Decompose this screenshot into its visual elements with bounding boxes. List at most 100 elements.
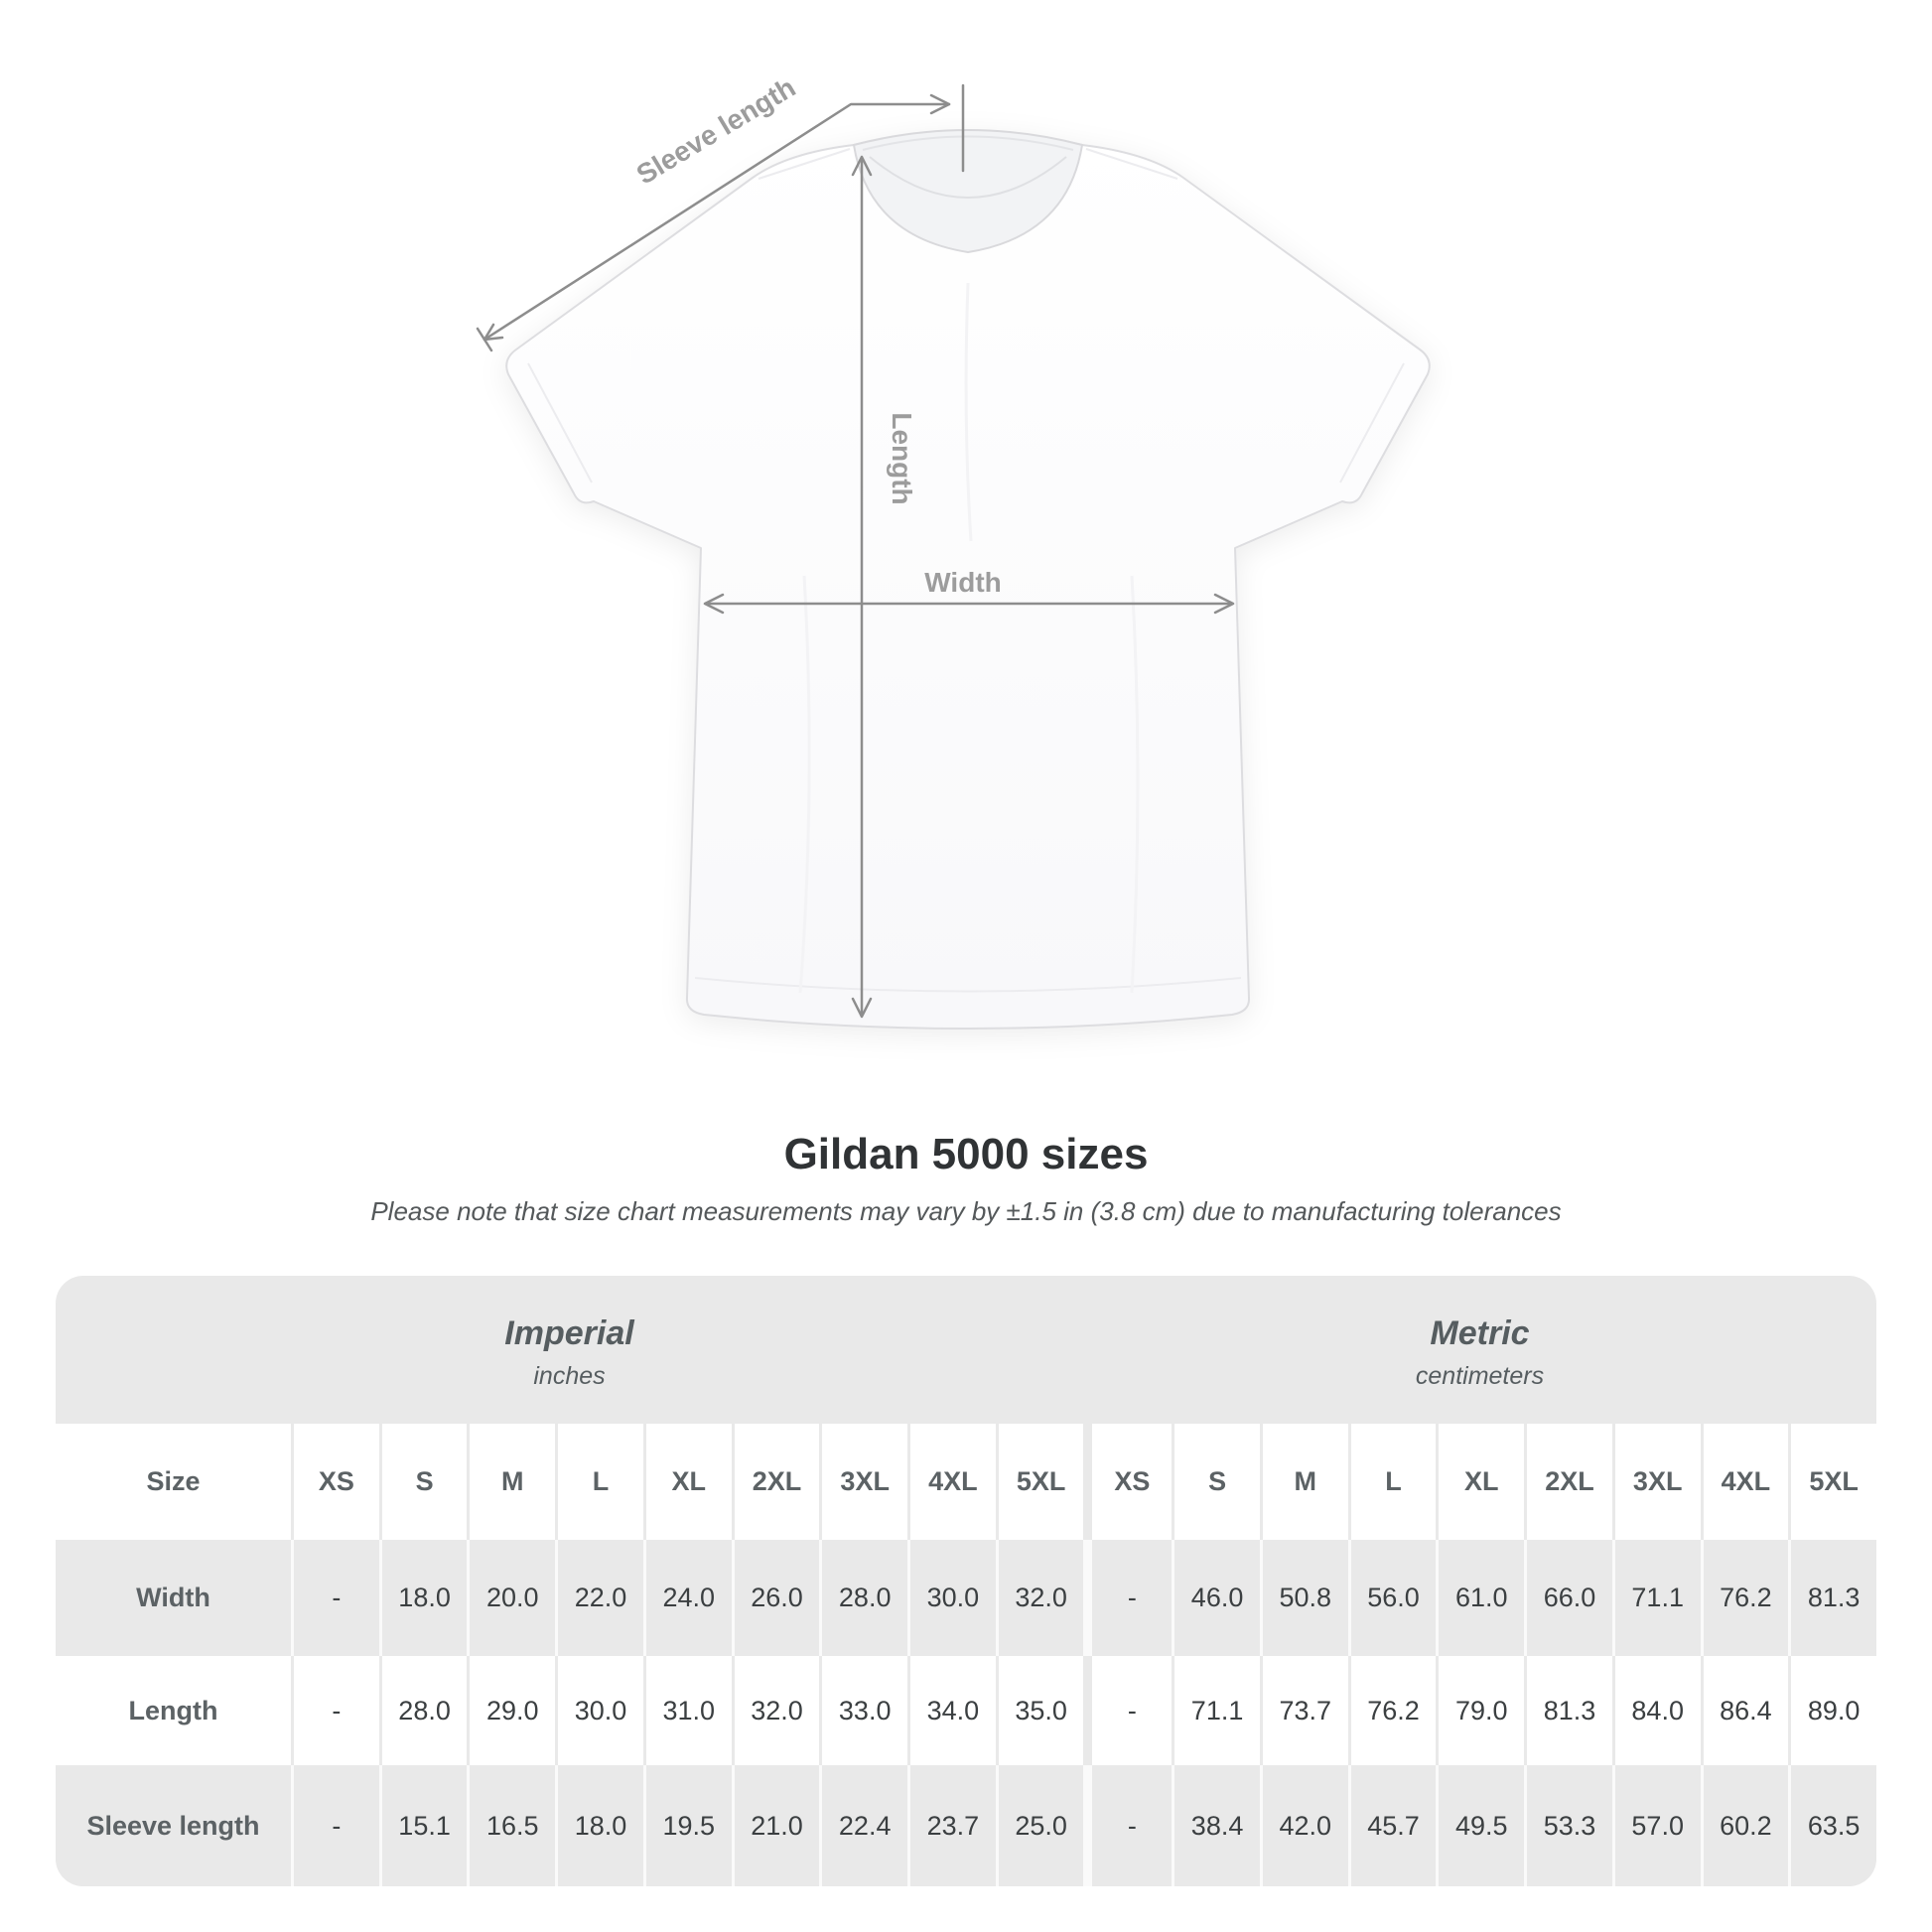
column-header-imperial-l: L [555,1424,643,1540]
width-arrow [703,593,1235,615]
imperial-value-cell: 15.1 [378,1765,468,1886]
table-row-length: Length -28.0 29.0 30.0 31.0 32.0 33.0 34.0 35.0-… [56,1656,1876,1765]
metric-value-cell: 86.4 [1700,1656,1789,1765]
imperial-value-cell: - [291,1656,379,1765]
metric-value-cell: 71.1 [1611,1540,1701,1656]
imperial-value-cell: 16.5 [467,1765,555,1886]
metric-value-cell: - [1083,1765,1172,1886]
imperial-group-header: Imperial inches [56,1276,1083,1424]
column-header-imperial-5xl: 5XL [995,1424,1084,1540]
metric-value-cell: 66.0 [1524,1540,1612,1656]
imperial-value-cell: 33.0 [819,1656,907,1765]
table-row-sleeve-length: Sleeve length -15.1 16.5 18.0 19.5 21.0 22.4 23… [56,1765,1876,1886]
metric-value-cell: - [1083,1656,1172,1765]
imperial-value-cell: 22.4 [819,1765,907,1886]
width-diagram-label: Width [924,567,1002,598]
column-header-metric-2xl: 2XL [1524,1424,1612,1540]
imperial-value-cell: 28.0 [378,1656,468,1765]
imperial-value-cell: 30.0 [555,1656,643,1765]
row-label: Sleeve length [86,1810,260,1841]
column-header-imperial-xl: XL [642,1424,732,1540]
column-header-metric-xs: XS [1083,1424,1172,1540]
imperial-value-cell: 18.0 [555,1765,643,1886]
metric-value-cell: 71.1 [1172,1656,1260,1765]
imperial-value-cell: - [291,1540,379,1656]
metric-subtitle: centimeters [1415,1362,1545,1390]
column-header-metric-m: M [1259,1424,1348,1540]
column-header-imperial-3xl: 3XL [819,1424,907,1540]
row-label: Length [128,1695,218,1725]
imperial-value-cell: 26.0 [731,1540,820,1656]
imperial-value-cell: 29.0 [467,1656,555,1765]
measurement-annotations [476,83,1235,1019]
metric-value-cell: 81.3 [1524,1656,1612,1765]
length-diagram-label: Length [887,412,917,504]
imperial-value-cell: - [291,1765,379,1886]
table-row-width: Width -18.0 20.0 22.0 24.0 26.0 28.0 30.0 32.0-4… [56,1540,1876,1656]
metric-value-cell: 46.0 [1172,1540,1260,1656]
column-header-metric-xl: XL [1436,1424,1524,1540]
imperial-value-cell: 22.0 [555,1540,643,1656]
metric-value-cell: 81.3 [1788,1540,1876,1656]
metric-group-header: Metric centimeters [1083,1276,1876,1424]
imperial-value-cell: 23.7 [907,1765,996,1886]
imperial-value-cell: 20.0 [467,1540,555,1656]
metric-value-cell: 73.7 [1259,1656,1348,1765]
imperial-value-cell: 35.0 [995,1656,1084,1765]
sleeve-tip-tick [476,327,493,352]
metric-value-cell: 61.0 [1436,1540,1524,1656]
unit-group-headers: Imperial inches Metric centimeters [56,1276,1876,1424]
imperial-value-cell: 34.0 [907,1656,996,1765]
metric-value-cell: 49.5 [1436,1765,1524,1886]
seam-lines [527,148,1405,993]
metric-value-cell: 42.0 [1259,1765,1348,1886]
metric-value-cell: 56.0 [1347,1540,1437,1656]
sleeve-length-arrow [476,83,965,352]
fabric-folds [798,282,1140,994]
imperial-value-cell: 24.0 [642,1540,732,1656]
metric-title: Metric [1430,1314,1530,1352]
column-header-metric-3xl: 3XL [1611,1424,1701,1540]
metric-value-cell: 76.2 [1347,1656,1437,1765]
column-header-imperial-xs: XS [291,1424,379,1540]
metric-value-cell: 79.0 [1436,1656,1524,1765]
metric-value-cell: 53.3 [1524,1765,1612,1886]
tshirt-body [505,130,1431,1030]
imperial-value-cell: 31.0 [642,1656,732,1765]
size-table-grid: Size XS S M L XL 2XL 3XL 4XL 5XL XS S M L XL 2XL 3XL 4XL 5… [56,1424,1876,1886]
imperial-subtitle: inches [533,1362,606,1390]
imperial-value-cell: 19.5 [642,1765,732,1886]
column-header-metric-s: S [1172,1424,1260,1540]
imperial-value-cell: 21.0 [731,1765,820,1886]
column-header-metric-l: L [1347,1424,1437,1540]
collar-inner-seam [869,156,1067,199]
metric-value-cell: 45.7 [1347,1765,1437,1886]
metric-value-cell: 60.2 [1700,1765,1789,1886]
metric-value-cell: - [1083,1540,1172,1656]
imperial-value-cell: 32.0 [995,1540,1084,1656]
imperial-value-cell: 28.0 [819,1540,907,1656]
metric-value-cell: 89.0 [1788,1656,1876,1765]
tshirt-illustration [505,129,1431,1030]
metric-value-cell: 76.2 [1700,1540,1789,1656]
imperial-title: Imperial [504,1314,634,1352]
imperial-value-cell: 32.0 [731,1656,820,1765]
imperial-value-cell: 30.0 [907,1540,996,1656]
metric-value-cell: 57.0 [1611,1765,1701,1886]
column-header-imperial-2xl: 2XL [731,1424,820,1540]
column-header-imperial-4xl: 4XL [907,1424,996,1540]
imperial-value-cell: 25.0 [995,1765,1084,1886]
tshirt-collar [852,129,1084,254]
metric-value-cell: 50.8 [1259,1540,1348,1656]
page-title: Gildan 5000 sizes [783,1130,1149,1178]
column-header-metric-4xl: 4XL [1700,1424,1789,1540]
metric-value-cell: 63.5 [1788,1765,1876,1886]
column-header-imperial-s: S [378,1424,468,1540]
collar-back-seam [862,135,1074,151]
metric-value-cell: 38.4 [1172,1765,1260,1886]
tolerance-note: Please note that size chart measurements… [370,1196,1562,1226]
size-table: Imperial inches Metric centimeters Size X… [56,1276,1876,1886]
metric-value-cell: 84.0 [1611,1656,1701,1765]
column-header-size: Size [146,1466,201,1496]
